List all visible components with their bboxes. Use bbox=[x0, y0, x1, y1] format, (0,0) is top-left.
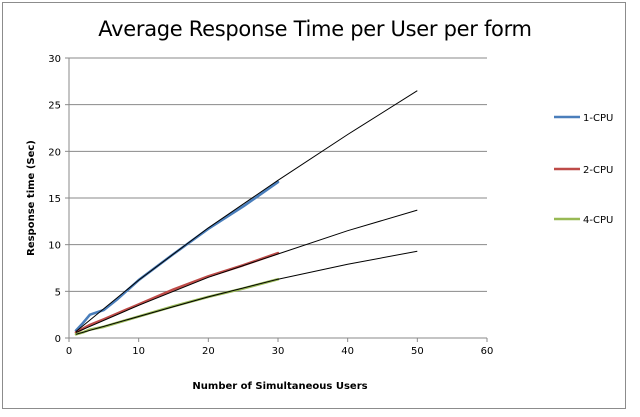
y-axis-title: Response time (Sec) bbox=[26, 140, 37, 256]
x-axis-title: Number of Simultaneous Users bbox=[192, 381, 367, 392]
series-line-1-CPU bbox=[74, 180, 280, 332]
trendline-1-CPU bbox=[75, 90, 418, 332]
x-tick-label: 0 bbox=[66, 346, 72, 357]
y-tick-label: 20 bbox=[48, 147, 61, 158]
legend-label-2-CPU: 2-CPU bbox=[583, 165, 613, 176]
chart-frame: Average Response Time per User per form bbox=[2, 2, 626, 409]
y-tick-label: 15 bbox=[48, 194, 61, 205]
x-tick-label: 50 bbox=[411, 346, 424, 357]
legend-label-4-CPU: 4-CPU bbox=[583, 215, 613, 226]
y-tick-label: 5 bbox=[55, 287, 61, 298]
y-tick-label: 10 bbox=[48, 241, 61, 252]
x-tick-label: 40 bbox=[341, 346, 354, 357]
y-tick-label: 0 bbox=[55, 334, 61, 345]
x-tick-label: 20 bbox=[202, 346, 215, 357]
trendline-4-CPU bbox=[75, 250, 418, 335]
trendline-2-CPU bbox=[75, 209, 418, 333]
y-tick-label: 30 bbox=[48, 54, 61, 65]
x-tick-label: 30 bbox=[272, 346, 285, 357]
legend-label-1-CPU: 1-CPU bbox=[583, 113, 613, 124]
series-line-2-CPU bbox=[74, 251, 280, 334]
chart-title: Average Response Time per User per form bbox=[98, 17, 532, 41]
x-tick-label: 60 bbox=[481, 346, 494, 357]
y-tick-label: 25 bbox=[48, 101, 61, 112]
x-tick-label: 10 bbox=[132, 346, 145, 357]
